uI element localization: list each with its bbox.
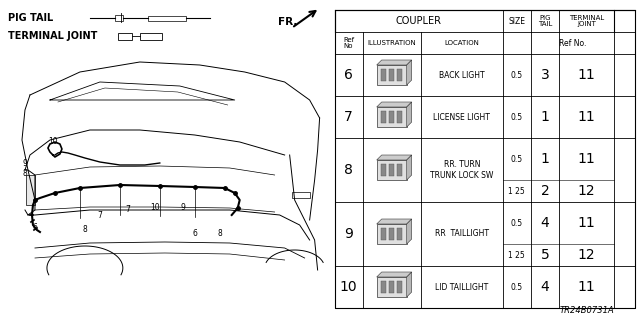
Bar (381, 111, 386, 123)
Text: PIG
TAIL: PIG TAIL (538, 15, 552, 27)
Bar (377, 224, 406, 244)
Bar (148, 15, 186, 20)
Bar (381, 281, 386, 293)
Text: 8: 8 (344, 163, 353, 177)
Bar (388, 69, 394, 81)
Text: 9: 9 (344, 227, 353, 241)
Bar (397, 69, 402, 81)
Text: 9: 9 (180, 203, 185, 212)
Polygon shape (377, 60, 412, 65)
Polygon shape (406, 272, 412, 297)
Text: 6: 6 (344, 68, 353, 82)
Text: TERMINAL JOINT: TERMINAL JOINT (8, 31, 97, 41)
Text: 10: 10 (150, 204, 159, 212)
Polygon shape (406, 102, 412, 127)
Text: BACK LIGHT: BACK LIGHT (439, 70, 484, 79)
Text: 7: 7 (97, 211, 102, 220)
Text: 11: 11 (577, 216, 595, 230)
Bar (26, 175, 35, 205)
Text: 4: 4 (541, 216, 549, 230)
Bar (381, 164, 386, 176)
Polygon shape (406, 219, 412, 244)
Polygon shape (406, 155, 412, 180)
Polygon shape (406, 60, 412, 85)
Text: LOCATION: LOCATION (444, 40, 479, 46)
Text: 11: 11 (577, 280, 595, 294)
Bar (381, 69, 386, 81)
Text: 2: 2 (541, 184, 549, 198)
Text: 1 25: 1 25 (508, 251, 525, 260)
Text: LICENSE LIGHT: LICENSE LIGHT (433, 113, 490, 122)
Bar (397, 281, 402, 293)
Text: LID TAILLIGHT: LID TAILLIGHT (435, 283, 488, 292)
Polygon shape (377, 219, 412, 224)
Text: 5: 5 (541, 248, 549, 262)
Bar (118, 33, 132, 39)
Text: ILLUSTRATION: ILLUSTRATION (367, 40, 416, 46)
Text: 8: 8 (83, 226, 87, 235)
Bar (388, 281, 394, 293)
Text: 9: 9 (22, 158, 28, 167)
Polygon shape (377, 272, 412, 277)
Text: 3: 3 (541, 68, 549, 82)
Text: 0.5: 0.5 (511, 113, 523, 122)
Text: 8: 8 (22, 169, 28, 178)
Bar (115, 15, 123, 21)
Text: 7: 7 (125, 205, 131, 214)
Text: 10: 10 (340, 280, 357, 294)
Text: 6: 6 (33, 223, 37, 233)
Bar (397, 228, 402, 240)
Bar (377, 65, 406, 85)
Polygon shape (377, 102, 412, 107)
Text: 1: 1 (540, 152, 549, 166)
Text: TERMINAL
JOINT: TERMINAL JOINT (569, 15, 604, 27)
Text: 1 25: 1 25 (508, 187, 525, 196)
Bar (292, 192, 310, 198)
Bar (397, 164, 402, 176)
Text: 8: 8 (218, 228, 222, 237)
Text: FR.: FR. (278, 17, 297, 27)
Text: 10: 10 (48, 138, 58, 147)
Bar (397, 111, 402, 123)
Bar (381, 228, 386, 240)
Text: 4: 4 (541, 280, 549, 294)
Text: 6: 6 (193, 228, 197, 237)
Bar (377, 277, 406, 297)
Bar (388, 164, 394, 176)
Text: RR. TURN
TRUNK LOCK SW: RR. TURN TRUNK LOCK SW (430, 160, 493, 180)
Text: TR24B0731A: TR24B0731A (559, 306, 614, 315)
Text: 0.5: 0.5 (511, 219, 523, 228)
Text: 7: 7 (344, 110, 353, 124)
Text: PIG TAIL: PIG TAIL (8, 13, 53, 23)
Text: COUPLER: COUPLER (396, 16, 442, 26)
Text: 0.5: 0.5 (511, 155, 523, 164)
Bar (377, 107, 406, 127)
Text: 11: 11 (577, 110, 595, 124)
Text: 12: 12 (578, 184, 595, 198)
Text: 11: 11 (577, 68, 595, 82)
Bar (388, 111, 394, 123)
Text: SIZE: SIZE (508, 17, 525, 26)
Bar (377, 160, 406, 180)
Text: 12: 12 (578, 248, 595, 262)
Bar (388, 228, 394, 240)
Text: 0.5: 0.5 (511, 283, 523, 292)
Bar (140, 33, 162, 39)
Text: 0.5: 0.5 (511, 70, 523, 79)
Text: Ref
No: Ref No (343, 37, 354, 49)
Text: Ref No.: Ref No. (559, 38, 586, 47)
Polygon shape (377, 155, 412, 160)
Text: RR  TAILLIGHT: RR TAILLIGHT (435, 229, 489, 238)
Text: 11: 11 (577, 152, 595, 166)
Text: 1: 1 (540, 110, 549, 124)
